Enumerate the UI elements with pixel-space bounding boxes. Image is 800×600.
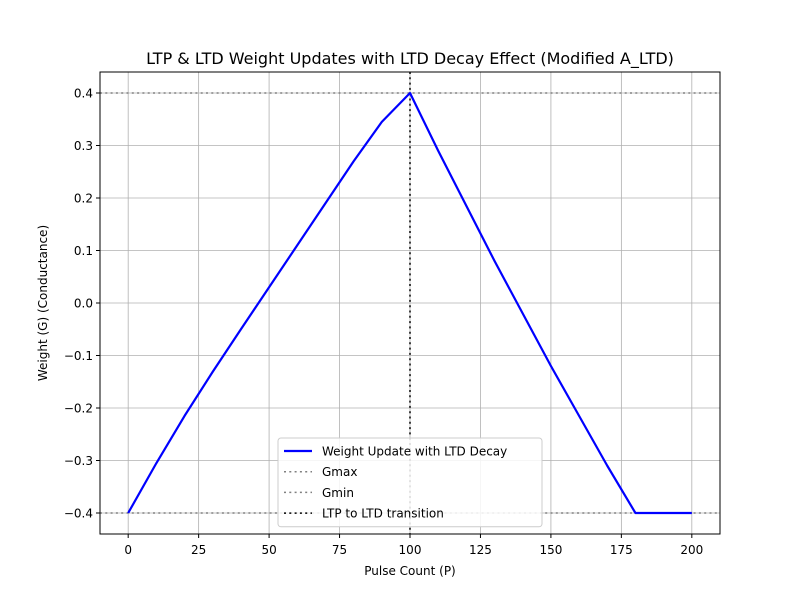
y-axis-label: Weight (G) (Conductance) [36, 225, 50, 381]
y-tick-label: 0.1 [74, 244, 93, 258]
y-tick-label: 0.3 [74, 139, 93, 153]
x-axis-label: Pulse Count (P) [364, 564, 455, 578]
x-tick-label: 125 [469, 543, 492, 557]
series [127, 91, 692, 515]
x-tick-label: 175 [610, 543, 633, 557]
legend: Weight Update with LTD Decay Gmax Gmin LTP … [277, 437, 543, 528]
legend-label: Gmin [322, 486, 354, 500]
legend-box [277, 437, 543, 528]
x-tick-label: 150 [539, 543, 562, 557]
legend-label: Weight Update with LTD Decay [322, 445, 507, 459]
chart-title: LTP & LTD Weight Updates with LTD Decay … [146, 49, 674, 69]
series-line-0 [127, 91, 692, 515]
y-tick-label: −0.3 [64, 454, 93, 468]
x-tick-label: 100 [399, 543, 422, 557]
y-tick-label: 0.0 [74, 297, 93, 311]
x-tick-label: 0 [124, 543, 132, 557]
ticks: 0 25 50 75 100 125 150 175 200 −0.4 −0.3 −0.2 −0.1 0.… [64, 87, 703, 558]
y-tick-label: 0.2 [74, 192, 93, 206]
x-tick-label: 75 [332, 543, 347, 557]
legend-label: Gmax [322, 465, 357, 479]
y-tick-label: −0.2 [64, 402, 93, 416]
x-tick-label: 25 [191, 543, 206, 557]
x-tick-label: 200 [680, 543, 703, 557]
x-tick-label: 50 [261, 543, 276, 557]
legend-label: LTP to LTD transition [322, 507, 444, 521]
y-tick-label: −0.1 [64, 349, 93, 363]
y-tick-label: −0.4 [64, 507, 93, 521]
y-tick-label: 0.4 [74, 87, 93, 101]
